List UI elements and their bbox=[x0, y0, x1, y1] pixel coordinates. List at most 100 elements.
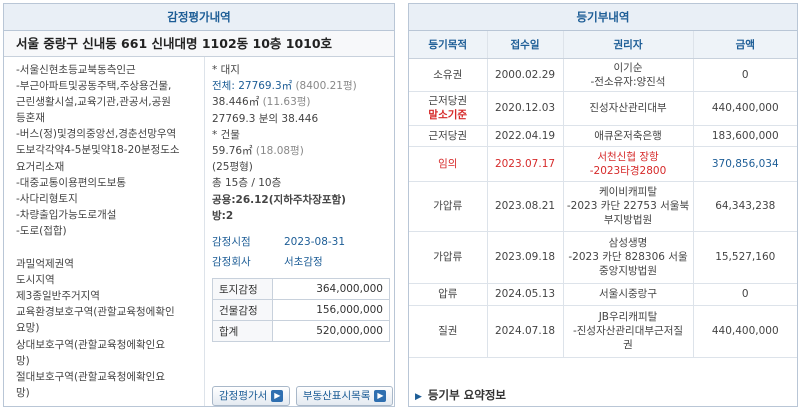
holder-line: 권 bbox=[623, 339, 633, 351]
building-area: 59.76㎡ (18.08평) bbox=[212, 143, 394, 159]
floors: 총 15층 / 10층 bbox=[212, 177, 282, 190]
amount-cell: 440,400,000 bbox=[693, 91, 797, 126]
column-header-date: 접수일 bbox=[487, 31, 564, 59]
real-estate-list-label: 부동산표시목록 bbox=[302, 390, 371, 402]
registry-panel: 등기부내역 등기목적 접수일 권리자 금액 소유권 2000.02.29 이기순… bbox=[408, 3, 798, 407]
amount-cell: 183,600,000 bbox=[693, 125, 797, 147]
land-share-pyeong: (11.63평) bbox=[259, 96, 311, 109]
building-area-value: 59.76㎡ bbox=[212, 145, 253, 158]
location-note: -부근아파트및공동주택,주상용건물, bbox=[16, 80, 172, 93]
appraisal-date-row: 감정시점 2023-08-31 bbox=[212, 232, 394, 252]
purpose-cell: 가압류 bbox=[409, 181, 488, 232]
amount-cell: 15,527,160 bbox=[693, 231, 797, 284]
zoning-item: 절대보호구역(관할교육청에확인요 bbox=[16, 370, 165, 383]
holder-cell: 이기순 -전소유자:양진석 bbox=[563, 58, 694, 92]
registry-summary-label: 등기부 요약정보 bbox=[427, 388, 506, 402]
land-total-prefix: 전체: bbox=[212, 80, 239, 93]
zoning-item: 요망) bbox=[16, 322, 40, 335]
location-note: 도보각각약4-5분및약18-20분정도소 bbox=[16, 144, 180, 157]
amount-row: 합계 520,000,000 bbox=[212, 320, 390, 343]
amount-value: 156,000,000 bbox=[272, 299, 390, 322]
date-cell: 2024.07.18 bbox=[487, 305, 564, 358]
date-cell: 2000.02.29 bbox=[487, 58, 564, 92]
purpose-cell: 압류 bbox=[409, 283, 488, 306]
appraisal-buttons: 감정평가서 ▶ 부동산표시목록 ▶ bbox=[212, 386, 394, 406]
location-note: -도로(접합) bbox=[16, 224, 67, 237]
holder-cell: 삼성생명 -2023 카단 828306 서울 중앙지방법원 bbox=[563, 231, 694, 284]
spacer bbox=[16, 239, 198, 256]
holder-line: 중앙지방법원 bbox=[599, 265, 657, 277]
appraisal-date: 2023-08-31 bbox=[284, 236, 346, 249]
date-cell: 2023.07.17 bbox=[487, 146, 564, 182]
amount-label: 합계 bbox=[212, 320, 273, 343]
amount-row: 건물감정 156,000,000 bbox=[212, 299, 390, 322]
amount-cell: 0 bbox=[693, 283, 797, 306]
land-share-value: 38.446㎡ bbox=[212, 96, 260, 109]
arrow-right-icon: ▶ bbox=[271, 390, 284, 402]
table-row: 임의 2023.07.17 서천신협 장항 -2023타경2800 370,85… bbox=[409, 146, 797, 182]
holder-line: -2023타경2800 bbox=[589, 164, 667, 177]
land-label: * 대지 bbox=[212, 64, 240, 76]
table-row: 가압류 2023.09.18 삼성생명 -2023 카단 828306 서울 중… bbox=[409, 231, 797, 284]
zoning-item: 상대보호구역(관할교육청에확인요 bbox=[16, 338, 165, 351]
amount-value: 364,000,000 bbox=[272, 278, 390, 301]
table-row: 질권 2024.07.18 JB우리캐피탈 -진성자산관리대부근저질 권 440… bbox=[409, 305, 797, 358]
building-label: * 건물 bbox=[212, 128, 240, 141]
triangle-right-icon: ▶ bbox=[415, 392, 422, 402]
holder-cell: 케이비캐피탈 -2023 카단 22753 서울북 부지방법원 bbox=[563, 181, 694, 232]
column-header-purpose: 등기목적 bbox=[409, 31, 488, 59]
building-pyeong: (18.08평) bbox=[252, 145, 304, 158]
table-row: 근저당권 말소기준 2020.12.03 진성자산관리대부 440,400,00… bbox=[409, 91, 797, 126]
appraisal-panel: 감정평가내역 서울 중랑구 신내동 661 신내대명 1102동 10층 101… bbox=[3, 3, 395, 407]
zoning-item: 교육환경보호구역(관할교육청에확인 bbox=[16, 306, 175, 319]
registry-summary-link[interactable]: ▶ 등기부 요약정보 bbox=[415, 387, 506, 403]
table-row: 가압류 2023.08.21 케이비캐피탈 -2023 카단 22753 서울북… bbox=[409, 181, 797, 232]
location-note: 근린생활시설,교육기관,관공서,공원 bbox=[16, 96, 171, 109]
holder-line: 삼성생명 bbox=[608, 237, 648, 249]
table-row: 근저당권 2022.04.19 애큐온저축은행 183,600,000 bbox=[409, 125, 797, 147]
appraisal-doc-button[interactable]: 감정평가서 ▶ bbox=[212, 386, 291, 406]
property-details: * 대지 전체: 27769.3㎡ (8400.21평) 38.446㎡ (11… bbox=[206, 57, 394, 406]
amount-row: 토지감정 364,000,000 bbox=[212, 278, 390, 301]
land-ratio: 27769.3 분의 38.446 bbox=[212, 112, 319, 125]
holder-line: -진성자산관리대부근저질 bbox=[572, 325, 684, 337]
purpose-cell: 근저당권 말소기준 bbox=[409, 91, 488, 126]
date-cell: 2023.09.18 bbox=[487, 231, 564, 284]
purpose-cell: 질권 bbox=[409, 305, 488, 358]
holder-cell: JB우리캐피탈 -진성자산관리대부근저질 권 bbox=[563, 305, 694, 358]
table-header-row: 등기목적 접수일 권리자 금액 bbox=[409, 31, 797, 59]
holder-line: -전소유자:양진석 bbox=[590, 75, 666, 88]
appraiser-row: 감정회사 서초감정 bbox=[212, 252, 394, 272]
land-total-value: 27769.3㎡ bbox=[238, 80, 293, 93]
amount-label: 토지감정 bbox=[212, 278, 273, 301]
location-note: 등혼재 bbox=[16, 112, 45, 125]
location-note: 요거리소재 bbox=[16, 160, 65, 173]
date-cell: 2022.04.19 bbox=[487, 125, 564, 147]
amount-cell: 64,343,238 bbox=[693, 181, 797, 232]
building-type: (25평형) bbox=[212, 161, 253, 174]
registry-panel-title: 등기부내역 bbox=[409, 4, 797, 31]
zoning-item: 망) bbox=[16, 354, 30, 367]
holder-line: 부지방법원 bbox=[603, 214, 653, 226]
table-row: 소유권 2000.02.29 이기순 -전소유자:양진석 0 bbox=[409, 58, 797, 92]
holder-cell: 서울시중랑구 bbox=[563, 283, 694, 306]
appraisal-panel-title: 감정평가내역 bbox=[4, 4, 394, 31]
purpose-cell: 근저당권 bbox=[409, 125, 488, 147]
amount-cell: 370,856,034 bbox=[693, 146, 797, 182]
appraisal-body: -서울신현초등교북동측인근 -부근아파트및공동주택,주상용건물, 근린생활시설,… bbox=[4, 57, 394, 406]
amount-cell: 440,400,000 bbox=[693, 305, 797, 358]
date-cell: 2024.05.13 bbox=[487, 283, 564, 306]
amount-cell: 0 bbox=[693, 58, 797, 92]
purpose-cell: 가압류 bbox=[409, 231, 488, 284]
baseline-badge: 말소기준 bbox=[428, 109, 468, 121]
rooms: 방:2 bbox=[212, 209, 234, 222]
holder-cell: 애큐온저축은행 bbox=[563, 125, 694, 147]
common-area: 공용:26.12(지하주차장포함) bbox=[212, 193, 346, 206]
holder-line: -2023 카단 828306 서울 bbox=[568, 251, 688, 263]
zoning-item: 망) bbox=[16, 386, 30, 399]
appraiser-label: 감정회사 bbox=[212, 256, 251, 269]
location-note: -버스(정)및경의중앙선,경춘선망우역 bbox=[16, 128, 177, 141]
real-estate-list-button[interactable]: 부동산표시목록 ▶ bbox=[295, 386, 394, 406]
location-note: -서울신현초등교북동측인근 bbox=[16, 64, 136, 76]
amount-label: 건물감정 bbox=[212, 299, 273, 322]
